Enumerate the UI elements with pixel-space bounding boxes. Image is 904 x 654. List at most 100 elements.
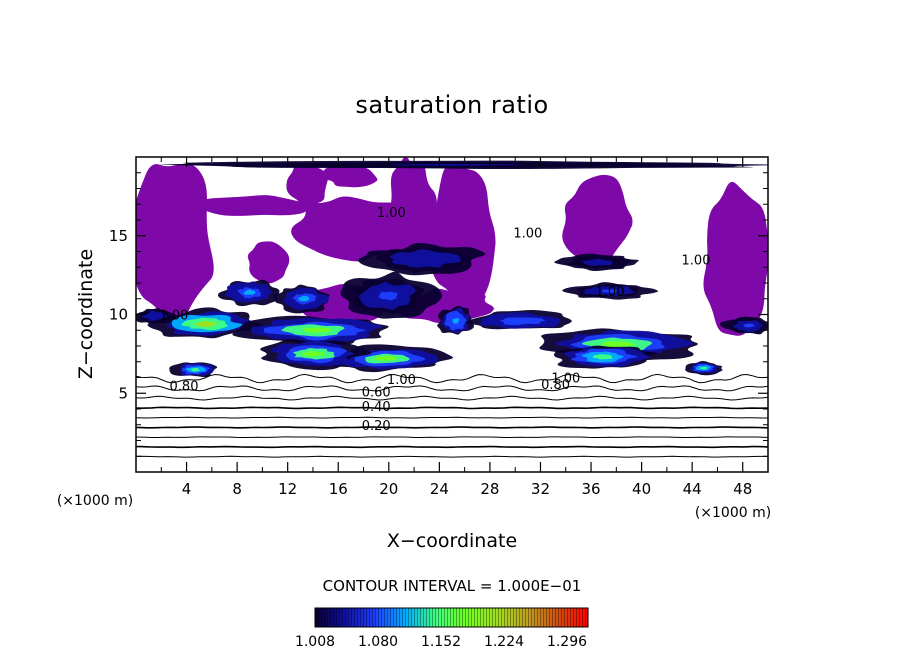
saturated-region xyxy=(562,174,635,270)
blob-layer xyxy=(378,291,398,301)
x-tick-label: 44 xyxy=(683,480,702,498)
supersaturation-blob xyxy=(159,160,768,170)
blob-layer xyxy=(452,318,460,324)
supersaturation-blob xyxy=(136,308,177,324)
supersaturation-blob xyxy=(260,339,375,371)
z-unit-label: (×1000 m) xyxy=(57,493,133,509)
blob-layer xyxy=(700,366,708,370)
contour-line xyxy=(136,455,768,458)
y-axis-ticks: 5 10 15 xyxy=(109,172,768,457)
saturated-region xyxy=(322,165,378,188)
colorbar: 1.008 1.080 1.152 1.224 1.296 xyxy=(295,607,589,650)
contour-line xyxy=(136,395,768,401)
saturated-region xyxy=(703,181,768,336)
supersaturation-blob xyxy=(358,243,486,276)
contour-label: 0.40 xyxy=(362,400,391,415)
blob-layer xyxy=(150,314,159,318)
supersaturation-blob xyxy=(217,279,280,307)
colorbar-tick-label: 1.080 xyxy=(358,634,398,650)
x-tick-label: 8 xyxy=(232,480,242,498)
y-tick-label: 5 xyxy=(118,384,128,402)
x-tick-label: 4 xyxy=(182,480,192,498)
contour-label: 1.00 xyxy=(596,285,625,300)
colorbar-frame xyxy=(314,607,589,628)
contour-line xyxy=(136,373,768,384)
contour-label: 1.00 xyxy=(513,227,542,242)
saturated-region xyxy=(291,196,414,262)
blob-layer xyxy=(190,367,200,372)
colorbar-tick-label: 1.152 xyxy=(421,634,461,650)
x-tick-label: 16 xyxy=(329,480,348,498)
blob-layer xyxy=(743,323,755,328)
colorbar-tick-label: 1.296 xyxy=(547,634,587,650)
supersaturation-blob xyxy=(169,362,218,378)
supersaturation-blob xyxy=(232,315,389,346)
x-tick-label: 36 xyxy=(581,480,600,498)
y-tick-label: 10 xyxy=(109,306,128,324)
contour-lines xyxy=(136,373,768,458)
blob-layer xyxy=(412,256,437,263)
x-tick-label: 40 xyxy=(632,480,651,498)
contour-line xyxy=(136,406,768,410)
supersaturation-blob xyxy=(437,305,475,335)
contour-labels: 0.200.400.600.80 0.801.00 1.001.001.001.00… xyxy=(159,206,710,434)
blob-layer xyxy=(243,289,256,296)
blob-layer xyxy=(601,289,619,293)
contour-label: 1.00 xyxy=(377,206,406,221)
y-axis-label: Z−coordinate xyxy=(75,249,97,379)
x-tick-label: 20 xyxy=(379,480,398,498)
colorbar-tick-label: 1.008 xyxy=(295,634,335,650)
supersaturation-blob xyxy=(685,360,723,376)
contour-line xyxy=(136,385,768,392)
supersaturation-blob xyxy=(553,345,658,369)
blob-layer xyxy=(601,341,636,348)
contour-label: 1.00 xyxy=(387,373,416,388)
supersaturation-blob xyxy=(147,307,264,339)
colorbar-tick-label: 1.224 xyxy=(484,634,524,650)
saturated-region xyxy=(198,195,315,216)
chart-title: saturation ratio xyxy=(355,91,548,119)
saturated-region xyxy=(247,241,290,284)
blob-layer xyxy=(386,164,518,166)
blob-layer xyxy=(193,320,217,328)
contour-label: 0.80 xyxy=(170,379,199,394)
supersaturation-blob xyxy=(465,310,573,330)
contour-label: 1.00 xyxy=(159,309,188,324)
supersaturation-blob xyxy=(554,253,639,272)
blob-layer xyxy=(588,260,607,265)
contour-line xyxy=(136,445,768,449)
supersaturation-blob xyxy=(719,316,768,335)
x-tick-label: 28 xyxy=(480,480,499,498)
blob-layer xyxy=(509,318,533,323)
contour-line xyxy=(136,436,768,438)
x-axis-label: X−coordinate xyxy=(387,530,517,552)
saturated-region xyxy=(286,164,328,208)
supersaturation-field xyxy=(136,160,768,378)
blob-layer xyxy=(302,327,333,333)
blob-layer xyxy=(297,295,310,302)
x-tick-label: 32 xyxy=(531,480,550,498)
x-tick-label: 24 xyxy=(430,480,449,498)
contour-label: 0.20 xyxy=(362,419,391,434)
supersaturation-blob xyxy=(273,284,330,314)
supersaturation-blob xyxy=(340,271,443,319)
blob-layer xyxy=(301,350,325,358)
blob-layer xyxy=(592,354,613,360)
contour-label: 0.60 xyxy=(362,386,391,401)
contour-line xyxy=(136,426,768,429)
y-tick-label: 15 xyxy=(109,227,128,245)
contour-label: 1.00 xyxy=(682,253,711,268)
blob-layer xyxy=(373,355,398,361)
contour-line xyxy=(136,416,768,419)
x-unit-label: (×1000 m) xyxy=(695,505,771,521)
saturated-region xyxy=(136,164,214,324)
x-tick-label: 12 xyxy=(278,480,297,498)
x-tick-label: 48 xyxy=(733,480,752,498)
contour-interval-note: CONTOUR INTERVAL = 1.000E−01 xyxy=(323,577,582,595)
contour-label: 1.00 xyxy=(551,372,580,387)
x-axis-ticks: 4 8 12 16 20 24 28 32 36 40 44 48 xyxy=(160,157,752,498)
colorbar-hatch xyxy=(315,608,588,627)
supersaturation-blob xyxy=(562,282,660,300)
contour-label: 0.80 xyxy=(541,378,570,393)
